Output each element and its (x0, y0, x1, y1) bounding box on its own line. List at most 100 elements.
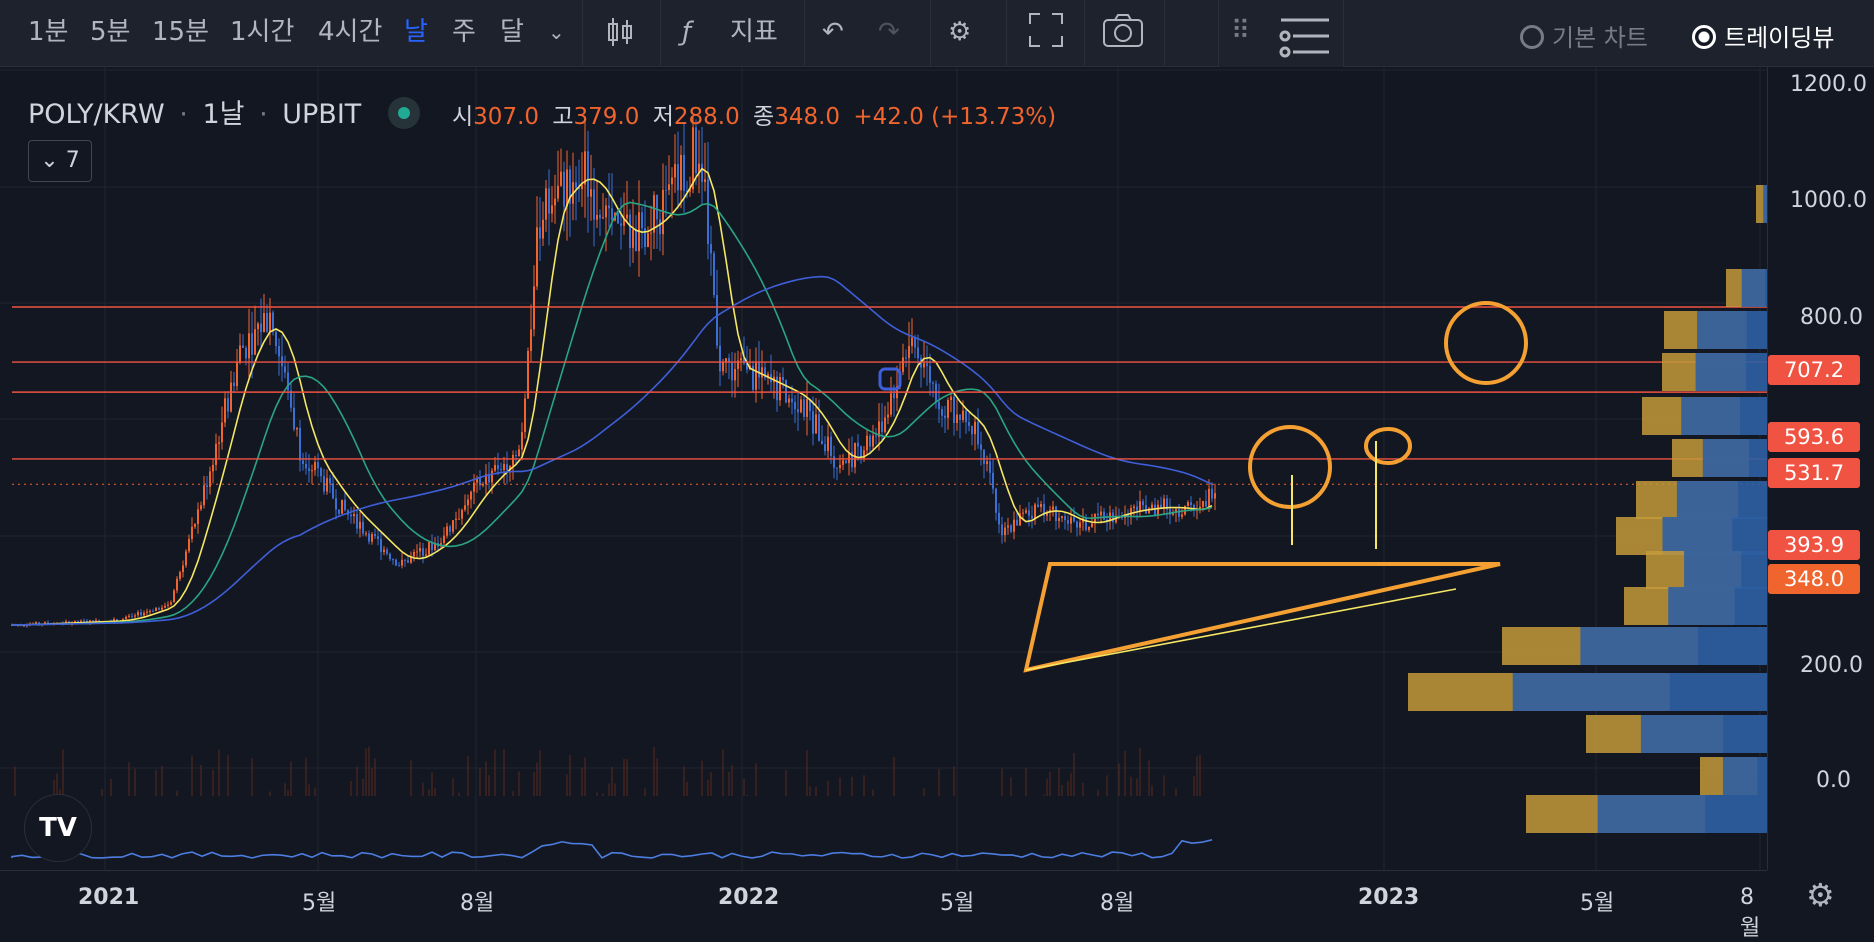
price-tag-hline: 593.6 (1768, 422, 1860, 452)
candle-body (677, 164, 679, 191)
symbol-legend[interactable]: POLY/KRW · 1날 · UPBIT (28, 92, 420, 131)
candles-icon[interactable] (604, 12, 636, 52)
time-axis[interactable]: 2021 5월 8월 2022 5월 8월 2023 5월 8월 (0, 870, 1767, 941)
candle-body (740, 358, 742, 361)
candle-body (854, 442, 856, 468)
candle-body (470, 491, 472, 500)
drag-handle-icon[interactable]: ⠿ (1231, 16, 1251, 46)
candle-body (401, 559, 403, 566)
price-chart[interactable] (0, 67, 1767, 870)
candle-body (950, 396, 952, 401)
candle-body (368, 533, 370, 542)
candle-body (503, 463, 505, 470)
chart-mode-tradingview[interactable]: 트레이딩뷰 (1692, 18, 1834, 53)
candle-body (1151, 504, 1153, 509)
redo-icon[interactable]: ↷ (878, 17, 900, 47)
interval-5m[interactable]: 5분 (90, 17, 131, 47)
candle-body (878, 421, 880, 437)
candle-body (308, 468, 310, 471)
candle-body (983, 449, 985, 464)
candle-body (281, 356, 283, 367)
candle-body (1079, 522, 1081, 528)
candle-body (371, 533, 373, 542)
candle-body (866, 435, 868, 451)
candle-body (236, 362, 238, 387)
candle-body (986, 461, 988, 464)
candle-body (83, 620, 85, 622)
candle-body (587, 151, 589, 197)
candle-body (881, 421, 883, 433)
chart-pane[interactable] (0, 67, 1767, 870)
interval-day[interactable]: 날 (404, 17, 428, 47)
candle-body (734, 368, 736, 381)
candle-body (632, 229, 634, 248)
candle-body (965, 410, 967, 423)
interval-1m[interactable]: 1분 (28, 17, 69, 47)
candle-body (443, 535, 445, 544)
candle-body (785, 380, 787, 403)
candle-body (968, 422, 970, 426)
candle-body (803, 399, 805, 417)
candle-body (221, 422, 223, 443)
candle-body (872, 435, 874, 447)
candle-body (533, 286, 535, 330)
candle-body (254, 329, 256, 355)
legend-exchange: UPBIT (282, 99, 362, 130)
interval-1h[interactable]: 1시간 (230, 17, 295, 47)
interval-15m[interactable]: 15분 (152, 17, 210, 47)
candle-body (767, 374, 769, 379)
candle-body (608, 205, 610, 209)
candle-body (1055, 506, 1057, 522)
volume-profile-bar (1640, 715, 1767, 753)
candle-body (155, 608, 157, 612)
candle-body (1040, 503, 1042, 508)
interval-4h[interactable]: 4시간 (318, 17, 383, 47)
candle-body (1100, 511, 1102, 516)
candle-body (179, 572, 181, 579)
candle-body (1025, 510, 1027, 513)
camera-icon[interactable] (1102, 12, 1144, 52)
candle-body (500, 469, 502, 471)
candle-body (848, 452, 850, 464)
candle-body (233, 382, 235, 387)
candle-body (167, 604, 169, 606)
candle-body (884, 417, 886, 433)
candle-body (737, 360, 739, 369)
market-status-icon (387, 97, 420, 129)
candle-body (302, 460, 304, 464)
indicators-collapse-button[interactable]: ⌄ 7 (28, 140, 92, 182)
candle-body (566, 169, 568, 207)
candle-body (131, 615, 133, 617)
candle-body (917, 347, 919, 359)
fullscreen-icon[interactable] (1028, 12, 1064, 52)
gear-icon[interactable]: ⚙ (948, 17, 972, 47)
undo-icon[interactable]: ↶ (822, 17, 844, 47)
candle-body (830, 436, 832, 457)
candle-body (596, 214, 598, 220)
chevron-down-icon[interactable]: ⌄ (548, 20, 565, 44)
candle-body (449, 526, 451, 532)
candle-body (1037, 504, 1039, 508)
time-label: 8월 (1740, 885, 1761, 941)
candle-body (482, 484, 484, 486)
settings-icon[interactable]: ⚙ (1806, 876, 1835, 914)
chart-mode-basic[interactable]: 기본 차트 (1520, 18, 1648, 53)
candle-body (227, 398, 229, 412)
candle-body (1172, 512, 1174, 515)
interval-week[interactable]: 주 (452, 17, 476, 47)
indicators-button[interactable]: 지표 (730, 17, 778, 47)
candle-body (143, 612, 145, 616)
candle-body (524, 398, 526, 433)
menu-icon[interactable] (1279, 14, 1331, 58)
tv-logo-icon[interactable]: TV (24, 794, 92, 862)
candle-body (80, 620, 82, 623)
candle-body (341, 499, 343, 514)
candle-body (725, 358, 727, 362)
volume-profile-bar (1580, 627, 1767, 665)
candle-body (752, 365, 754, 390)
candle-body (863, 450, 865, 458)
function-icon[interactable]: ƒ (682, 17, 692, 47)
drawing-toolbar-toggle[interactable]: ⠿ (1218, 0, 1344, 75)
candle-body (548, 188, 550, 214)
interval-month[interactable]: 달 (500, 17, 524, 47)
